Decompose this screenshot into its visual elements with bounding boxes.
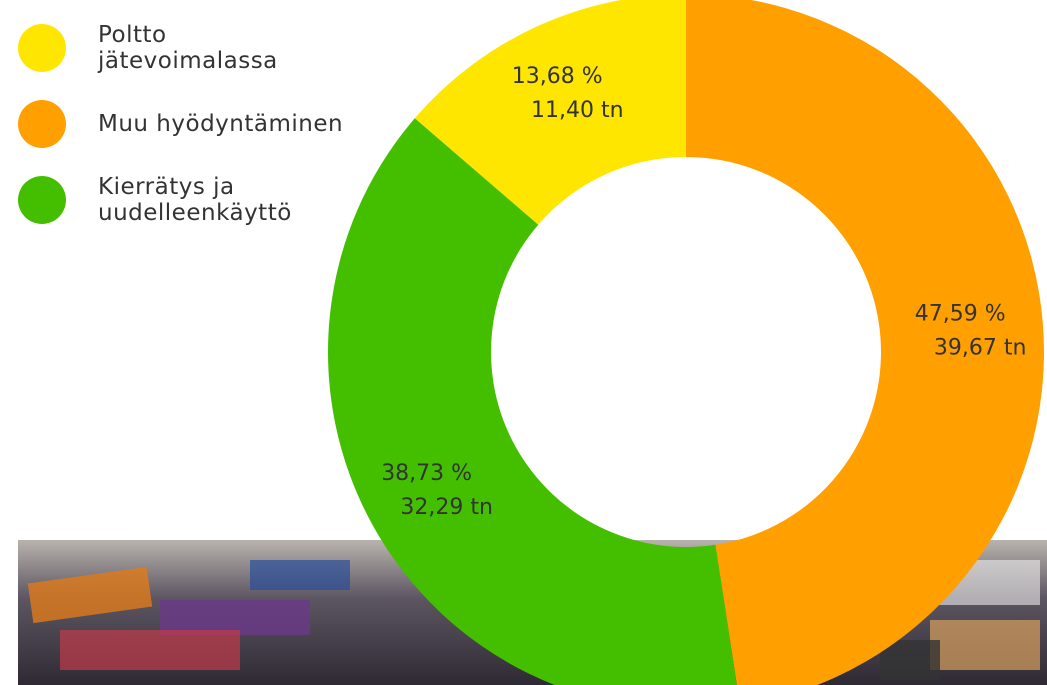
value-label: 13,68 % [512, 64, 603, 89]
tonnes-label: 32,29 tn [400, 495, 493, 520]
tonnes-label: 39,67 tn [934, 335, 1027, 360]
legend-label: Poltto jätevoimalassa [98, 22, 348, 74]
legend: Poltto jätevoimalassa Muu hyödyntäminen Ki… [18, 22, 418, 252]
legend-label: Kierrätys ja uudelleenkäyttö [98, 174, 348, 226]
legend-item: Poltto jätevoimalassa [18, 22, 418, 74]
value-label: 47,59 % [915, 301, 1006, 326]
legend-item: Kierrätys ja uudelleenkäyttö [18, 174, 418, 226]
legend-swatch [18, 24, 66, 72]
legend-item: Muu hyödyntäminen [18, 100, 418, 148]
tonnes-label: 11,40 tn [531, 98, 624, 123]
legend-label: Muu hyödyntäminen [98, 111, 348, 137]
legend-swatch [18, 100, 66, 148]
legend-swatch [18, 176, 66, 224]
page: {"chart_data": {"type": "donut", "catego… [0, 0, 1047, 685]
value-label: 38,73 % [381, 461, 472, 486]
